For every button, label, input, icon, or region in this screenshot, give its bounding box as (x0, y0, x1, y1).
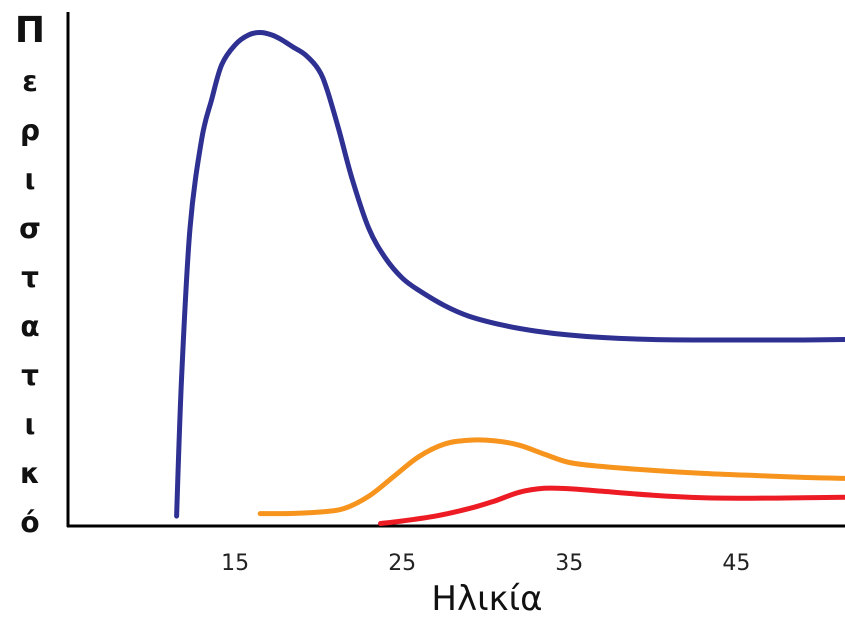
y-axis-label-char: α (20, 310, 39, 343)
y-axis-label-char: σ (19, 212, 41, 245)
axes (66, 12, 845, 528)
y-axis-label-char: ι (25, 163, 36, 196)
x-tick-label: 35 (555, 551, 583, 576)
x-ticks: 15 25 35 45 (221, 551, 750, 576)
y-axis-label-char: κ (20, 457, 40, 490)
series-line-3 (378, 485, 845, 526)
y-axis-label-char: ε (22, 65, 38, 98)
y-axis-label-char: ι (25, 408, 36, 441)
series-line-1 (174, 30, 845, 519)
x-tick-label: 15 (221, 551, 249, 576)
series-group (174, 30, 845, 526)
x-tick-label: 45 (722, 551, 750, 576)
series-line-2 (257, 437, 845, 517)
y-axis-label-char: ό (20, 506, 39, 539)
x-axis-label: Ηλικία (431, 579, 542, 619)
x-tick-label: 25 (388, 551, 416, 576)
y-axis-label-char: τ (21, 359, 39, 392)
y-axis-label-char: ρ (20, 114, 40, 147)
y-axis-label-char: τ (21, 261, 39, 294)
y-axis-label-char: Π (15, 10, 45, 51)
